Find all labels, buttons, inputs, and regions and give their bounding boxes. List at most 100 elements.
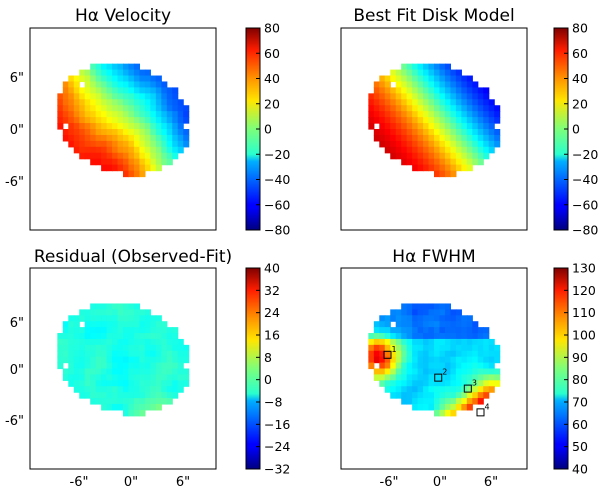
map-pixel [101, 158, 108, 166]
map-pixel [494, 374, 501, 381]
map-pixel [390, 75, 397, 83]
map-pixel [444, 146, 452, 154]
map-pixel [79, 105, 86, 112]
map-pixel [439, 309, 446, 316]
map-pixel [455, 69, 462, 77]
map-pixel [73, 362, 80, 370]
map-pixel [123, 338, 130, 346]
map-pixel [128, 333, 135, 340]
map-pixel [455, 398, 462, 405]
map-pixel [373, 93, 380, 100]
map-pixel [450, 129, 457, 136]
map-pixel [177, 111, 184, 118]
map-pixel [90, 386, 97, 393]
map-pixel [428, 338, 435, 346]
map-pixel [423, 315, 430, 322]
map-pixel [417, 158, 424, 166]
map-pixel [423, 158, 430, 166]
x-tick-label: 6" [484, 475, 498, 490]
map-pixel [62, 87, 69, 94]
map-pixel [128, 134, 135, 142]
map-pixel [123, 409, 130, 417]
map-pixel [172, 327, 179, 334]
map-pixel [106, 134, 113, 142]
map-pixel [123, 333, 130, 340]
map-pixel [128, 344, 135, 352]
map-pixel [144, 327, 151, 334]
map-pixel [434, 164, 441, 172]
map-pixel [95, 350, 102, 358]
map-pixel [439, 99, 446, 106]
map-pixel [434, 398, 441, 405]
map-pixel [450, 309, 457, 316]
map-pixel [166, 129, 173, 136]
map-pixel [379, 123, 386, 130]
map-pixel [401, 105, 408, 112]
map-pixel [68, 111, 75, 118]
colorbar-tick-label: 80 [572, 372, 588, 387]
map-pixel [68, 350, 75, 358]
map-pixel [379, 117, 386, 124]
map-pixel [133, 123, 141, 130]
map-pixel [406, 338, 413, 346]
map-pixel [401, 303, 408, 310]
map-pixel [161, 129, 168, 136]
map-pixel [106, 344, 113, 352]
map-pixel [139, 69, 146, 77]
map-pixel [133, 111, 141, 118]
map-pixel [128, 356, 135, 364]
map-pixel [461, 129, 468, 136]
map-pixel [384, 81, 391, 89]
map-pixel [128, 105, 135, 112]
map-pixel [79, 99, 86, 106]
map-pixel [139, 140, 146, 148]
map-pixel [117, 105, 124, 112]
map-pixel [417, 362, 424, 370]
map-pixel [455, 134, 462, 142]
map-pixel [123, 350, 130, 358]
map-pixel [401, 368, 408, 376]
map-pixel [466, 81, 473, 89]
map-pixel [412, 398, 419, 405]
map-pixel [68, 362, 75, 370]
map-pixel [68, 380, 75, 387]
colorbar-tick-label: 20 [264, 96, 280, 111]
map-pixel [401, 386, 408, 393]
colorbar-tick-label: 80 [264, 21, 280, 36]
map-pixel [390, 315, 397, 322]
map-pixel [101, 403, 108, 411]
map-area [57, 63, 190, 178]
map-pixel [150, 368, 157, 376]
map-pixel [384, 321, 391, 328]
map-pixel [401, 152, 408, 160]
map-pixel [62, 81, 69, 89]
map-pixel [390, 117, 397, 124]
map-pixel [428, 327, 435, 334]
map-pixel [390, 146, 397, 154]
map-pixel [401, 81, 408, 89]
map-pixel [101, 333, 108, 340]
map-pixel [62, 134, 69, 142]
map-pixel [95, 303, 102, 310]
map-pixel [488, 380, 495, 387]
map-pixel [62, 356, 69, 364]
map-pixel [101, 111, 108, 118]
map-pixel [117, 303, 124, 310]
map-pixel [395, 356, 402, 364]
map-pixel [112, 75, 119, 83]
map-pixel [412, 117, 419, 124]
map-pixel [144, 368, 151, 376]
map-pixel [95, 93, 102, 100]
map-pixel [417, 344, 424, 352]
map-pixel [90, 398, 97, 405]
map-pixel [90, 392, 97, 399]
map-pixel [150, 333, 157, 340]
map-pixel [106, 63, 113, 71]
map-pixel [155, 152, 162, 160]
panel-title: Residual (Observed-Fit) [34, 247, 232, 267]
map-pixel [461, 338, 468, 346]
map-pixel [406, 321, 413, 328]
map-pixel [423, 69, 430, 77]
colorbar-tick-label: 50 [572, 439, 588, 454]
map-pixel [477, 327, 484, 334]
